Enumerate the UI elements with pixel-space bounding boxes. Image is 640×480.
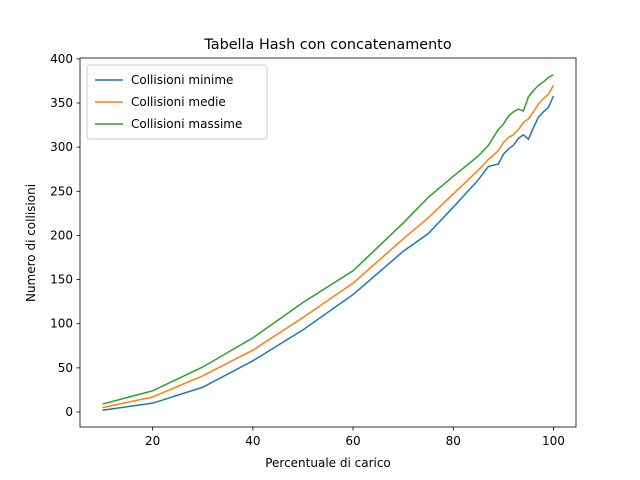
line xyxy=(102,95,555,411)
legend-label: Collisioni medie xyxy=(131,95,226,109)
y-tick-label: 100 xyxy=(50,317,73,331)
y-tick-label: 300 xyxy=(50,140,73,154)
y-tick-label: 50 xyxy=(58,361,73,375)
x-tick-label: 20 xyxy=(145,434,160,448)
y-tick-label: 250 xyxy=(50,184,73,198)
x-tick-label: 80 xyxy=(446,434,461,448)
x-tick-label: 100 xyxy=(542,434,565,448)
y-tick-label: 150 xyxy=(50,273,73,287)
line xyxy=(102,84,555,409)
y-tick-label: 200 xyxy=(50,228,73,242)
x-tick-label: 60 xyxy=(345,434,360,448)
y-tick-label: 0 xyxy=(65,405,73,419)
y-tick-label: 350 xyxy=(50,96,73,110)
legend-label: Collisioni massime xyxy=(131,117,242,131)
legend-label: Collisioni minime xyxy=(131,73,233,87)
plot-frame xyxy=(79,57,577,428)
y-tick-label: 400 xyxy=(50,52,73,66)
x-axis-label: Percentuale di carico xyxy=(265,456,391,470)
line xyxy=(102,74,554,405)
x-tick-label: 40 xyxy=(245,434,260,448)
y-axis-label: Numero di collisioni xyxy=(24,184,38,302)
chart-title: Tabella Hash con concatenamento xyxy=(203,37,451,53)
legend-box xyxy=(86,64,268,140)
legend: Collisioni minime Collisioni medie Collisi… xyxy=(86,64,268,140)
